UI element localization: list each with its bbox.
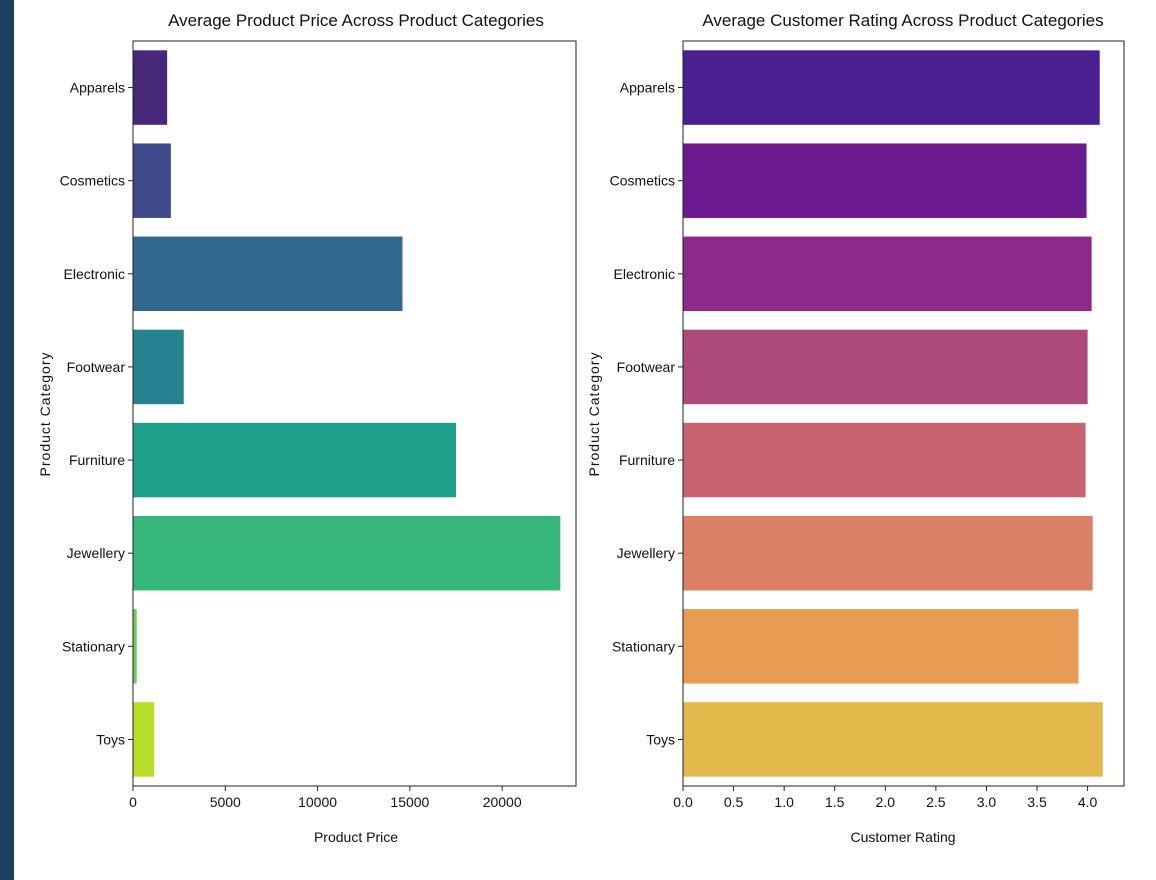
rating-ytick-label: Electronic (614, 266, 675, 282)
price-bar-cosmetics (133, 143, 171, 218)
price-bar-furniture (133, 422, 457, 498)
price-chart-ylabel: Product Category (37, 352, 53, 477)
rating-xtick-label: 2.0 (876, 794, 896, 810)
rating-chart: Average Customer Rating Across Product C… (586, 11, 1125, 845)
price-bar-jewellery (133, 515, 561, 591)
rating-bar-apparels (683, 50, 1100, 125)
rating-ytick-label: Jewellery (617, 545, 675, 561)
rating-xtick-label: 0.0 (673, 794, 693, 810)
left-edge-strip (0, 0, 14, 880)
price-chart-title: Average Product Price Across Product Cat… (168, 11, 544, 30)
price-xticks: 0 5000 10000 15000 20000 (129, 786, 522, 810)
price-bar-toys (133, 702, 155, 777)
rating-ytick-label: Footwear (617, 359, 676, 375)
rating-bar-cosmetics (683, 143, 1087, 218)
rating-xtick-label: 3.0 (977, 794, 997, 810)
price-ytick-label: Cosmetics (60, 173, 125, 189)
rating-yticks: Apparels Cosmetics Electronic Footwear Furni… (610, 80, 683, 747)
rating-chart-xlabel: Customer Rating (850, 829, 955, 845)
price-bar-electronic (133, 236, 403, 312)
rating-bar-electronic (683, 236, 1092, 312)
price-xtick-label: 0 (129, 794, 137, 810)
rating-xtick-label: 1.5 (825, 794, 845, 810)
price-ytick-label: Footwear (67, 359, 126, 375)
rating-bar-jewellery (683, 515, 1093, 591)
price-bar-apparels (133, 50, 168, 125)
rating-ytick-label: Cosmetics (610, 173, 675, 189)
rating-bar-stationary (683, 609, 1079, 684)
rating-xtick-label: 0.5 (724, 794, 744, 810)
rating-plot-frame (682, 40, 1125, 787)
price-bars (133, 50, 561, 777)
rating-bars (683, 50, 1103, 777)
price-bar-footwear (133, 329, 184, 405)
rating-bar-footwear (683, 329, 1088, 405)
rating-xtick-label: 3.5 (1027, 794, 1047, 810)
price-ytick-label: Apparels (70, 80, 125, 96)
rating-ytick-label: Stationary (612, 638, 675, 654)
rating-ytick-label: Toys (646, 731, 675, 747)
price-chart: Average Product Price Across Product Cat… (37, 11, 577, 845)
price-yticks: Apparels Cosmetics Electronic Footwear Furni… (60, 80, 133, 747)
rating-xticks: 0.0 0.5 1.0 1.5 2.0 2.5 3.0 3.5 4.0 (673, 786, 1098, 810)
price-xtick-label: 10000 (298, 794, 337, 810)
rating-chart-title: Average Customer Rating Across Product C… (702, 11, 1103, 30)
price-xtick-label: 15000 (390, 794, 429, 810)
price-plot-frame (132, 40, 577, 787)
price-xtick-label: 5000 (210, 794, 241, 810)
rating-xtick-label: 4.0 (1078, 794, 1098, 810)
price-chart-xlabel: Product Price (314, 829, 398, 845)
price-ytick-label: Jewellery (67, 545, 125, 561)
rating-bar-furniture (683, 422, 1086, 498)
rating-chart-ylabel: Product Category (586, 352, 602, 477)
price-ytick-label: Stationary (62, 638, 125, 654)
rating-ytick-label: Furniture (619, 452, 675, 468)
price-ytick-label: Furniture (69, 452, 125, 468)
price-ytick-label: Electronic (64, 266, 125, 282)
price-xtick-label: 20000 (483, 794, 522, 810)
price-bar-stationary (133, 609, 137, 684)
rating-xtick-label: 2.5 (926, 794, 946, 810)
rating-bar-toys (683, 702, 1103, 777)
price-ytick-label: Toys (96, 731, 125, 747)
rating-xtick-label: 1.0 (774, 794, 794, 810)
rating-ytick-label: Apparels (620, 80, 675, 96)
